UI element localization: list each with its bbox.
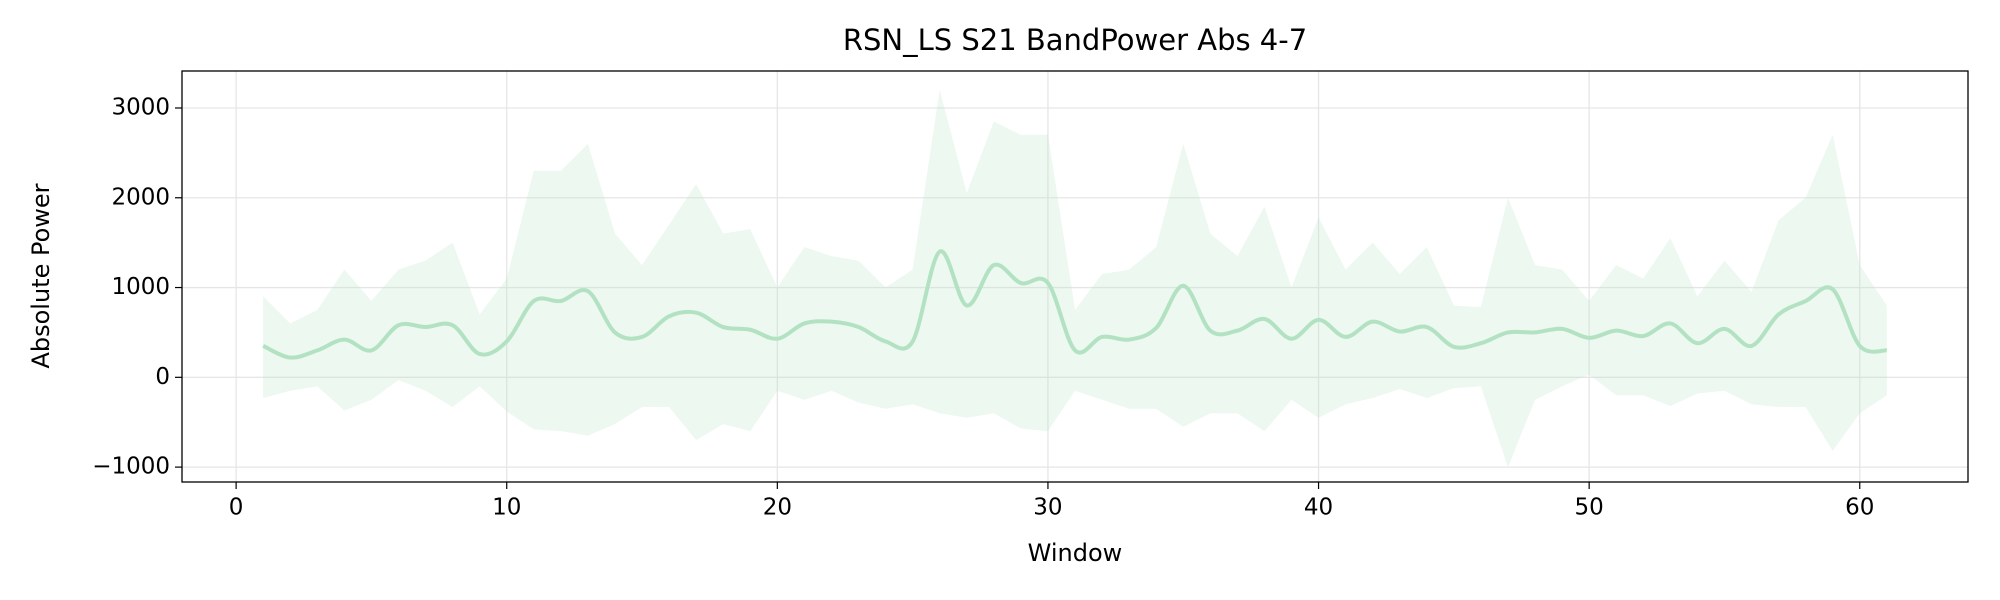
y-tick-label: 3000 [111,94,170,120]
x-tick-label: 30 [1033,495,1062,521]
x-tick-label: 0 [229,495,244,521]
chart-title: RSN_LS S21 BandPower Abs 4-7 [843,23,1307,57]
x-tick-label: 20 [763,495,792,521]
y-tick-label: 1000 [111,274,170,300]
x-tick-label: 50 [1575,495,1604,521]
x-tick-label: 40 [1304,495,1333,521]
x-tick-label: 60 [1845,495,1874,521]
band [263,90,1887,468]
y-tick-label: 0 [155,364,170,390]
y-tick-label: −1000 [92,454,170,480]
plot-frame [181,70,1969,483]
y-axis-label: Absolute Power [27,183,55,368]
y-tick-label: 2000 [111,184,170,210]
x-axis-label: Window [1028,539,1123,567]
line [262,249,1888,360]
x-tick-label: 10 [492,495,521,521]
